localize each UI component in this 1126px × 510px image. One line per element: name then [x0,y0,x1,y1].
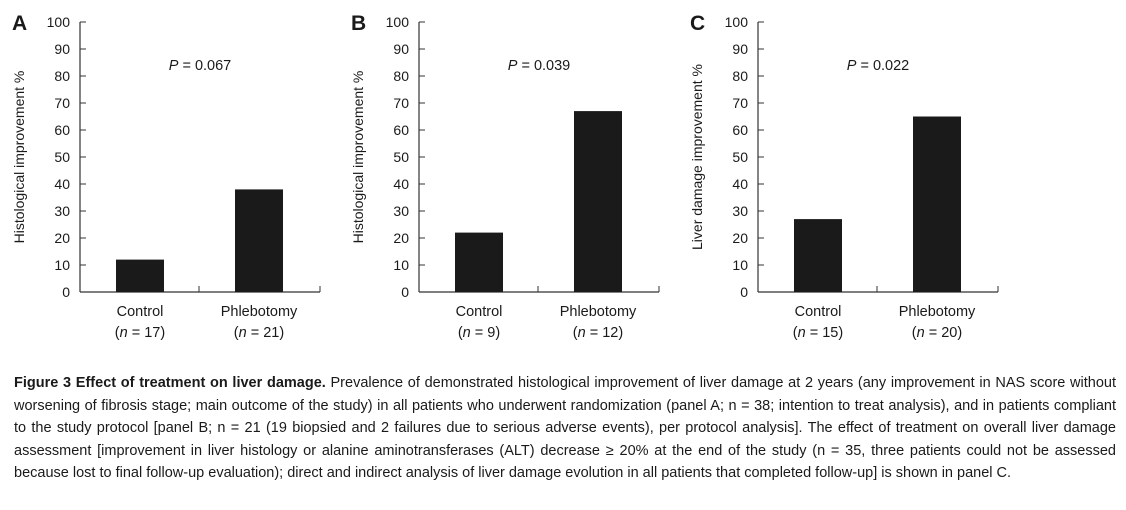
category-label: Control [795,304,842,320]
bar-phlebotomy [235,189,283,292]
category-n-label: (n = 17) [115,325,165,341]
y-tick-label: 50 [393,149,409,165]
y-tick-label: 40 [54,176,70,192]
chart-panel-c: C Liver damage improvement % 0 10 20 30 40 50 60… [689,12,999,341]
panel-label: A [12,12,27,35]
y-tick-label: 80 [393,68,409,84]
y-axis-label: Histological improvement % [350,71,366,244]
y-tick-label: 100 [725,14,749,30]
caption-heading: Figure 3 Effect of treatment on liver da… [14,375,326,391]
y-tick-label: 60 [54,122,70,138]
category-label: Control [456,304,503,320]
caption-text: Prevalence of demonstrated histological … [14,375,1116,481]
y-tick-label: 80 [732,68,748,84]
category-label: Phlebotomy [560,304,637,320]
y-tick-label: 70 [732,95,748,111]
category-label: Control [117,304,164,320]
figure-panels: A Histological improvement % 0 10 20 30 40 50 60… [11,12,999,341]
y-tick-label: 90 [393,41,409,57]
p-value-annotation: P = 0.067 [169,58,231,74]
category-n-label: (n = 20) [912,325,962,341]
category-n-label: (n = 9) [458,325,500,341]
y-tick-label: 0 [401,284,409,300]
y-tick-label: 10 [393,257,409,273]
y-tick-label: 40 [393,176,409,192]
y-tick-label: 20 [393,230,409,246]
bar-phlebotomy [574,111,622,292]
y-tick-label: 20 [732,230,748,246]
y-tick-label: 100 [386,14,410,30]
y-tick-label: 10 [732,257,748,273]
y-tick-label: 30 [54,203,70,219]
figure-caption: Figure 3 Effect of treatment on liver da… [14,372,1116,485]
y-tick-label: 80 [54,68,70,84]
panel-label: B [351,12,366,35]
y-tick-label: 70 [54,95,70,111]
y-tick-label: 60 [732,122,748,138]
y-tick-label: 70 [393,95,409,111]
y-tick-label: 20 [54,230,70,246]
category-n-label: (n = 21) [234,325,284,341]
y-tick-label: 0 [62,284,70,300]
y-tick-label: 0 [740,284,748,300]
y-tick-label: 100 [47,14,71,30]
category-label: Phlebotomy [899,304,976,320]
bar-control [455,232,503,292]
bar-control [794,219,842,292]
y-tick-label: 30 [732,203,748,219]
panel-label: C [690,12,705,35]
chart-panel-b: B Histological improvement % 0 10 20 30 40 50 60… [350,12,660,341]
category-label: Phlebotomy [221,304,298,320]
y-tick-label: 30 [393,203,409,219]
y-axis-label: Histological improvement % [11,71,27,244]
y-tick-label: 50 [54,149,70,165]
p-value-annotation: P = 0.022 [847,58,909,74]
bar-phlebotomy [913,116,961,292]
y-tick-label: 90 [732,41,748,57]
y-axis-label: Liver damage improvement % [689,64,705,250]
y-tick-label: 10 [54,257,70,273]
y-tick-label: 50 [732,149,748,165]
y-tick-label: 60 [393,122,409,138]
category-n-label: (n = 12) [573,325,623,341]
y-tick-label: 40 [732,176,748,192]
chart-panel-a: A Histological improvement % 0 10 20 30 40 50 60… [11,12,321,341]
category-n-label: (n = 15) [793,325,843,341]
bar-control [116,259,164,292]
p-value-annotation: P = 0.039 [508,58,570,74]
y-tick-label: 90 [54,41,70,57]
